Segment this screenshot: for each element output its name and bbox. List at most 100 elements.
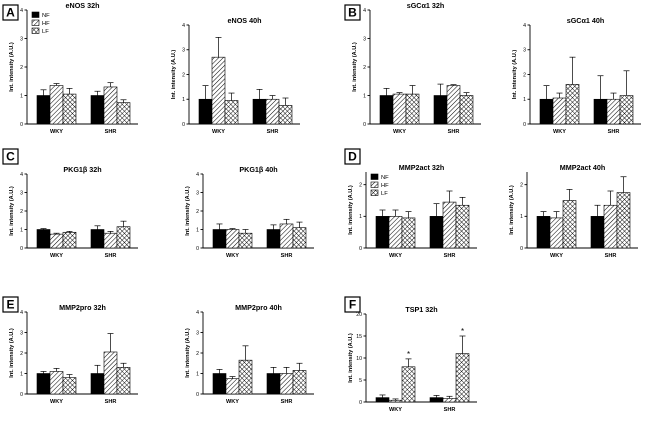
bar-hf-wky [225,378,240,395]
y-tick-label: 0 [196,246,199,252]
y-axis-label: Int. intensity (A.U.) [352,42,358,92]
y-tick-label: 0 [520,246,523,252]
bar-hf-wky [225,229,240,249]
y-tick-label: 2 [523,72,526,78]
panel-letter: E [6,298,14,312]
chart-mmp2act-32h: MMP2act 32h Int. intensity (A.U.) 0 1 2 WKY SH… [348,163,477,259]
bar-nf-wky [379,95,394,125]
y-tick-label: 0 [359,400,362,406]
x-category-label: WKY [226,399,239,405]
x-category-label: SHR [105,129,117,135]
legend-swatch-nf [370,173,379,180]
y-tick-label: 2 [520,182,523,188]
bar-hf-shr [103,86,118,125]
bar-nf-shr [429,397,444,403]
y-tick-label: 4 [20,172,23,178]
y-axis-label: Int. intensity (A.U.) [171,50,177,100]
legend-label-lf: LF [42,29,49,35]
x-category-label: SHR [281,399,293,405]
bar-nf-shr [266,373,281,395]
x-category-label: SHR [444,407,456,413]
bar-hf-shr [606,98,621,125]
bar-nf-shr [266,229,281,249]
bar-lf-wky [401,366,416,403]
panel-letter: B [348,6,357,20]
bar-nf-wky [36,95,51,125]
x-category-label: SHR [448,129,460,135]
y-axis-label: Int. intensity (A.U.) [9,42,15,92]
chart-enos-32h: eNOS 32h Int. intensity (A.U.) 0 1 2 3 4 WKY SHR… [9,1,138,135]
chart-title: eNOS 40h [228,16,262,25]
x-category-label: WKY [393,129,406,135]
bar-hf-shr [265,98,280,125]
y-tick-label: 2 [196,209,199,215]
x-category-label: WKY [553,129,566,135]
bar-lf-shr [619,95,634,125]
panel-label-b: B [344,4,361,21]
x-category-label: WKY [389,407,402,413]
bar-nf-wky [198,98,213,125]
chart-title: MMP2act 32h [399,163,445,172]
chart-title: PKG1β 32h [63,165,101,174]
bar-hf-wky [549,217,564,249]
y-tick-label: 0 [20,246,23,252]
panel-label-d: D [344,148,361,165]
y-tick-label: 0 [363,122,366,128]
panel-letters: A B C D E F [2,4,361,313]
panel-letter: C [6,150,15,164]
bar-nf-wky [212,229,227,249]
chart-title: PKG1β 40h [239,165,277,174]
legend-label-lf: LF [381,191,388,197]
y-axis-label: Int. intensity (A.U.) [348,333,354,383]
y-tick-label: 0 [182,122,185,128]
chart-title: MMP2pro 32h [59,303,106,312]
bar-lf-shr [616,192,631,249]
bar-hf-shr [603,204,618,249]
y-axis-label: Int. intensity (A.U.) [348,185,354,235]
bar-lf-shr [116,367,131,395]
y-tick-label: 0 [20,122,23,128]
y-tick-label: 2 [359,182,362,188]
x-category-label: WKY [226,253,239,259]
x-category-label: WKY [50,253,63,259]
chart-title: sGCα1 32h [407,1,445,10]
bar-hf-wky [388,399,403,403]
legend-swatch-hf [31,19,40,26]
bar-lf-wky [401,217,416,249]
bar-nf-wky [375,397,390,403]
y-tick-label: 1 [196,371,199,377]
panel-letter: A [6,6,15,20]
bar-lf-wky [62,231,77,249]
bar-lf-wky [405,93,420,125]
bar-lf-shr [459,95,474,125]
bar-nf-shr [252,98,267,125]
bar-nf-shr [433,95,448,125]
chart-enos-40h: eNOS 40h Int. intensity (A.U.) 0 1 2 3 4 WKY SHR [171,16,300,135]
y-tick-label: 2 [363,65,366,71]
bar-lf-wky [238,232,253,249]
bar-lf-wky [238,359,253,395]
bar-nf-wky [375,216,390,249]
chart-title: MMP2pro 40h [235,303,282,312]
bar-nf-shr [429,216,444,249]
charts: eNOS 32h Int. intensity (A.U.) 0 1 2 3 4 WKY SHR… [9,1,641,413]
x-category-label: SHR [444,253,456,259]
chart-mmp2pro-40h: MMP2pro 40h Int. intensity (A.U.) 0 1 2 3 4 WKY… [185,303,314,405]
bar-nf-wky [36,229,51,249]
bar-hf-wky [211,56,226,125]
y-tick-label: 20 [356,312,362,318]
y-tick-label: 2 [20,351,23,357]
bar-hf-wky [49,85,64,125]
y-tick-label: 2 [20,209,23,215]
chart-mmp2pro-32h: MMP2pro 32h Int. intensity (A.U.) 0 1 2 3 4 WKY… [9,303,138,405]
y-tick-label: 0 [196,392,199,398]
x-category-label: SHR [105,253,117,259]
bar-hf-shr [103,232,118,249]
x-category-label: SHR [281,253,293,259]
y-tick-label: 0 [20,392,23,398]
bar-hf-shr [103,351,118,395]
bar-lf-shr [116,102,131,125]
y-tick-label: 1 [182,97,185,103]
panel-label-e: E [2,296,19,313]
